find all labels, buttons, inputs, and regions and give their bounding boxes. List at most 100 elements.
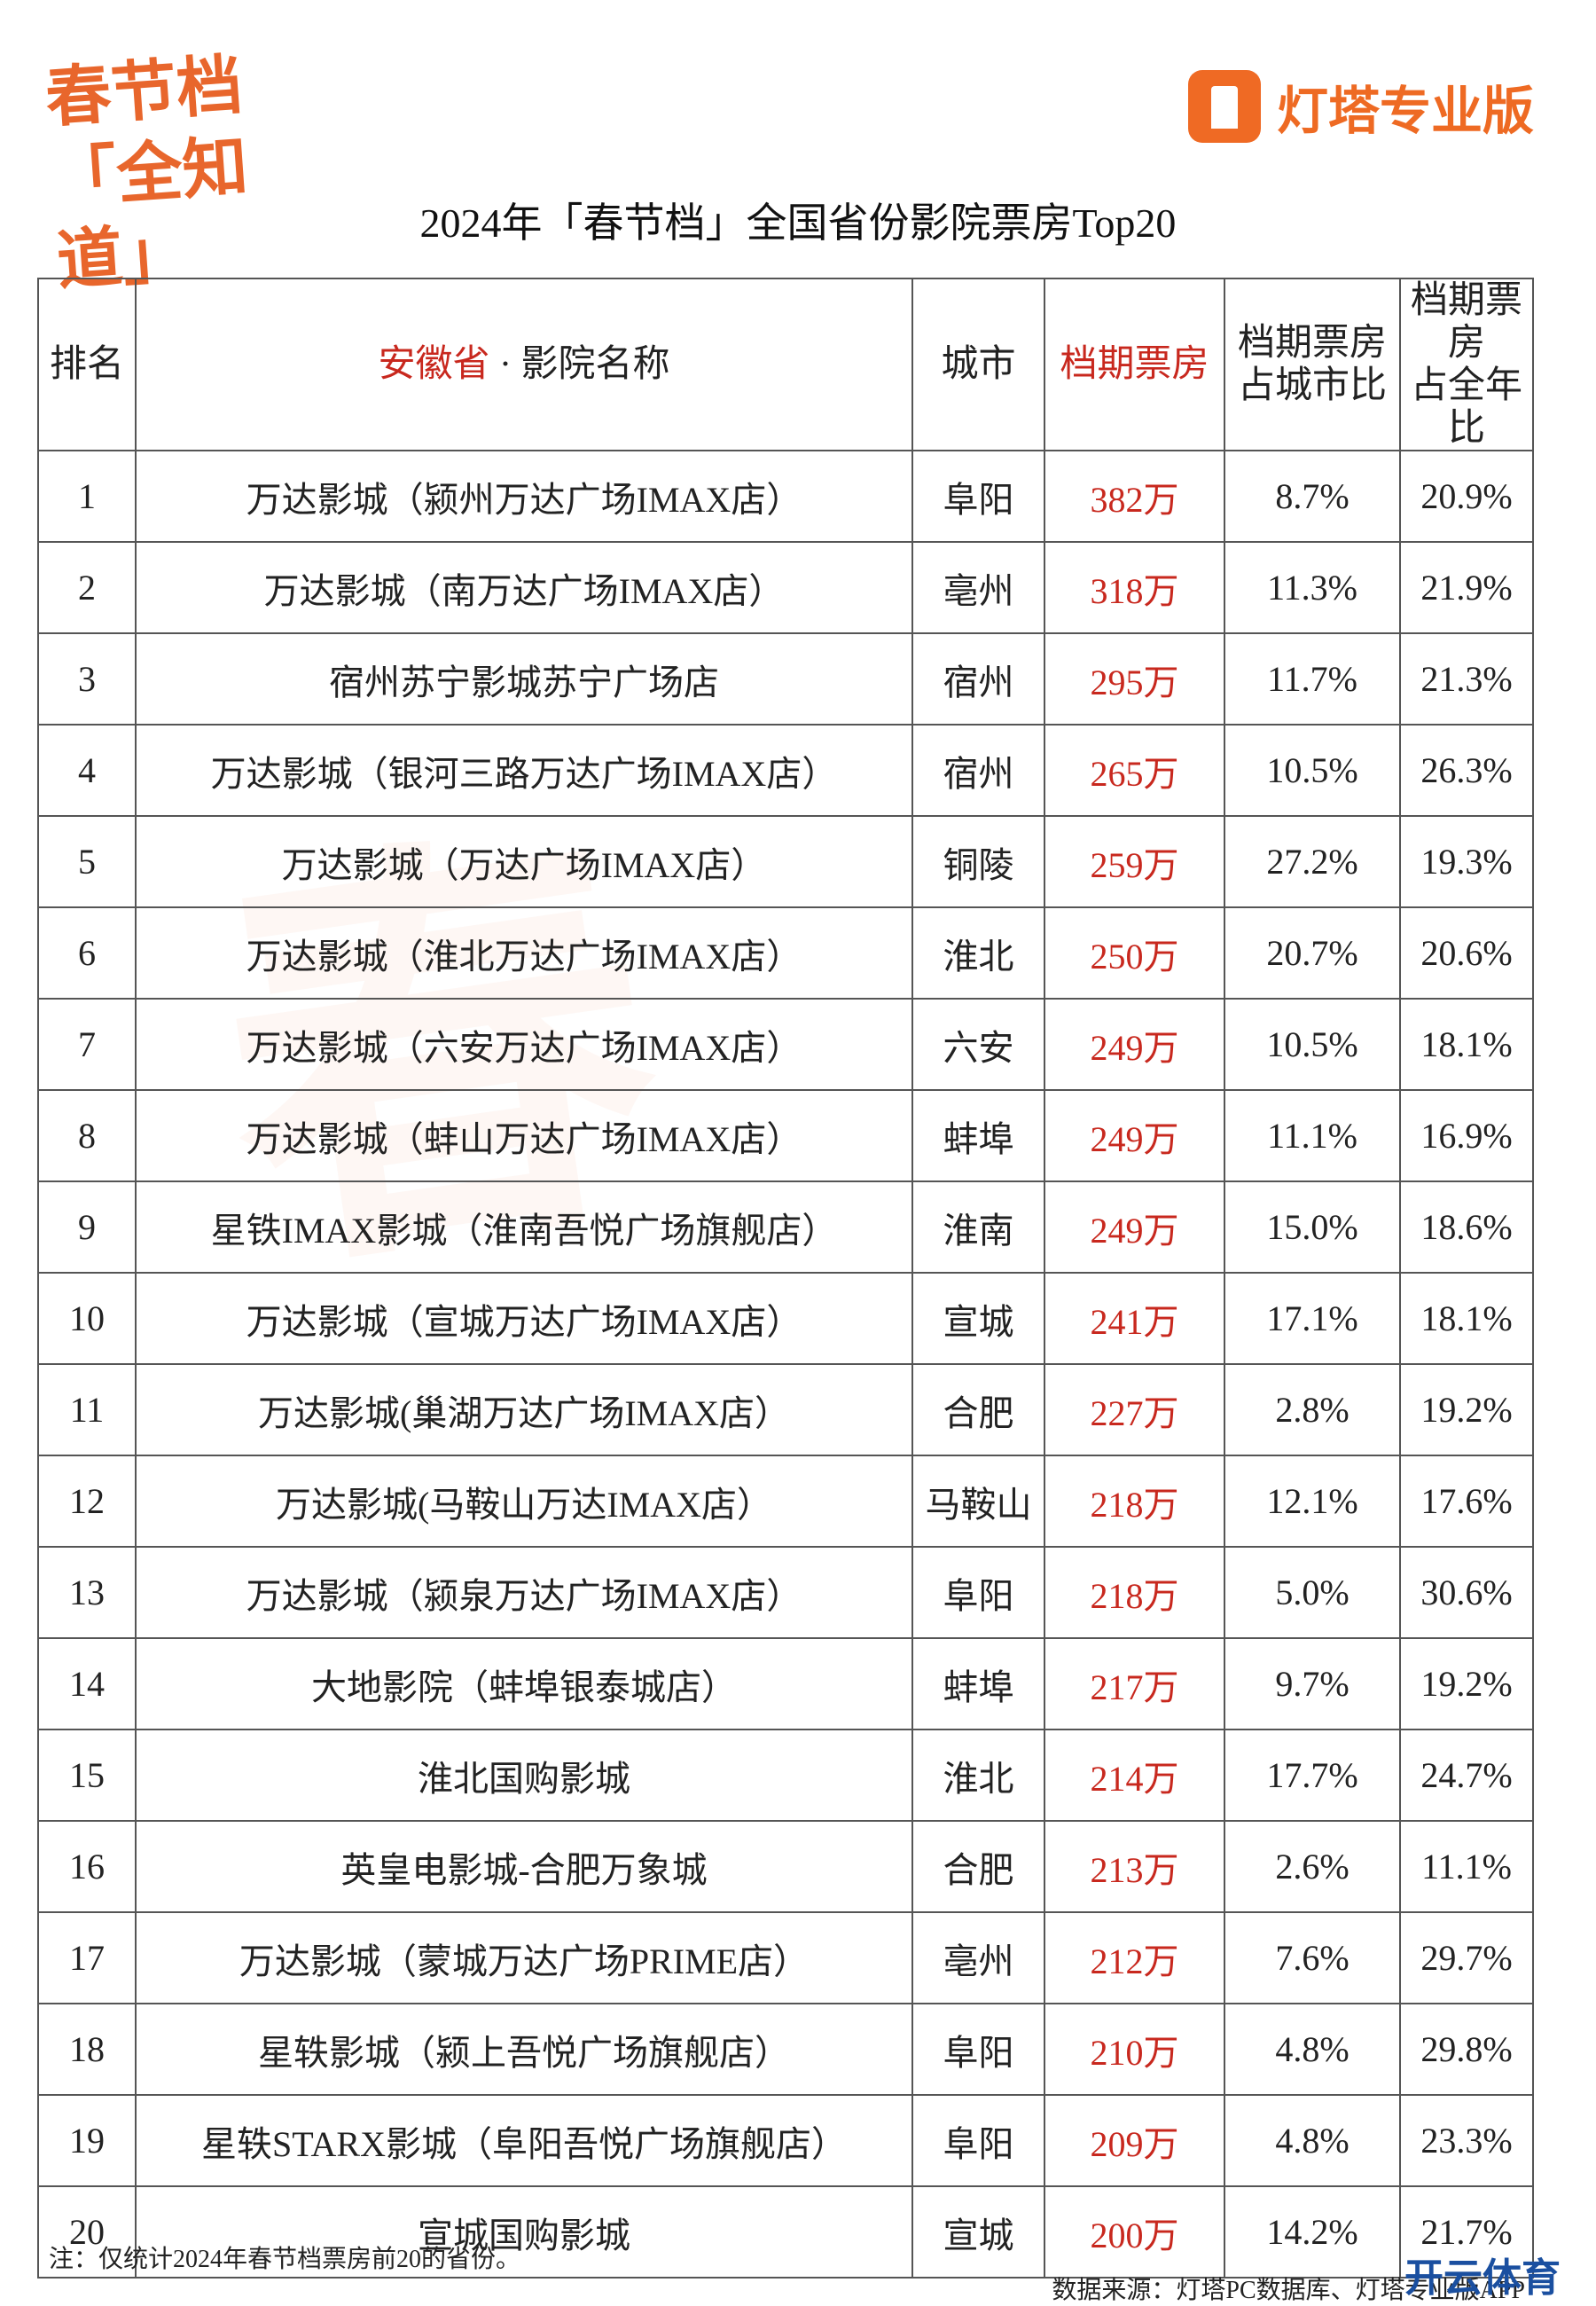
province: 安徽省 [378, 344, 490, 385]
box-office: 249万 [1044, 998, 1225, 1091]
city: 亳州 [911, 1911, 1045, 2004]
box-office: 214万 [1044, 1729, 1225, 1822]
year-share: 24.7% [1399, 1729, 1534, 1822]
city: 铜陵 [911, 815, 1045, 908]
cinema-name: 万达影城（六安万达广场IMAX店） [135, 998, 913, 1091]
city-share: 4.8% [1224, 2003, 1401, 2096]
cinema-name: 英皇电影城-合肥万象城 [135, 1820, 913, 1913]
city: 蚌埠 [911, 1637, 1045, 1730]
city: 阜阳 [911, 450, 1045, 543]
table-row: 15 淮北国购影城 淮北 214万 17.7% 24.7% [37, 1729, 1534, 1822]
box-office: 212万 [1044, 1911, 1225, 2004]
rank: 18 [37, 2003, 137, 2096]
city: 宣城 [911, 2185, 1045, 2279]
year-share: 11.1% [1399, 1820, 1534, 1913]
city-share: 14.2% [1224, 2185, 1401, 2279]
rank: 10 [37, 1272, 137, 1365]
box-office: 213万 [1044, 1820, 1225, 1913]
box-office: 318万 [1044, 541, 1225, 634]
header-cell: 安徽省 · 影院名称 [135, 278, 913, 451]
brand-icon [1187, 70, 1261, 143]
box-office: 218万 [1044, 1546, 1225, 1639]
box-office: 265万 [1044, 724, 1225, 817]
rank: 8 [37, 1089, 137, 1182]
cinema-name: 星轶影城（颍上吾悦广场旗舰店） [135, 2003, 913, 2096]
table-row: 4 万达影城（银河三路万达广场IMAX店） 宿州 265万 10.5% 26.3% [37, 724, 1534, 817]
box-office: 295万 [1044, 632, 1225, 726]
table-body: 1 万达影城（颍州万达广场IMAX店） 阜阳 382万 8.7% 20.9% 2 万达影城（南… [37, 450, 1534, 2279]
table-row: 7 万达影城（六安万达广场IMAX店） 六安 249万 10.5% 18.1% [37, 998, 1534, 1091]
note: 注：仅统计2024年春节档票房前20的省份。 [49, 2246, 521, 2273]
table-row: 20 宣城国购影城 宣城 200万 14.2% 21.7% [37, 2185, 1534, 2279]
header-row: 排名 安徽省 · 影院名称 城市 档期票房 档期票房 占城市比 档期票房 占全年比 [37, 278, 1534, 451]
city-share: 11.1% [1224, 1089, 1401, 1182]
brand: 灯塔专业版 [1187, 69, 1534, 144]
city: 淮南 [911, 1180, 1045, 1274]
header-cell: 城市 [911, 278, 1045, 451]
cinema-name: 宿州苏宁影城苏宁广场店 [135, 632, 913, 726]
rank: 17 [37, 1911, 137, 2004]
box-office: 382万 [1044, 450, 1225, 543]
year-share: 26.3% [1399, 724, 1534, 817]
city-share: 10.5% [1224, 998, 1401, 1091]
city-share: 8.7% [1224, 450, 1401, 543]
year-share: 19.3% [1399, 815, 1534, 908]
city: 六安 [911, 998, 1045, 1091]
city: 合肥 [911, 1820, 1045, 1913]
city-share: 27.2% [1224, 815, 1401, 908]
table-row: 13 万达影城（颍泉万达广场IMAX店） 阜阳 218万 5.0% 30.6% [37, 1546, 1534, 1639]
box-office: 249万 [1044, 1089, 1225, 1182]
year-share: 18.6% [1399, 1180, 1534, 1274]
table-row: 14 大地影院（蚌埠银泰城店） 蚌埠 217万 9.7% 19.2% [37, 1637, 1534, 1730]
cinema-name: 万达影城（南万达广场IMAX店） [135, 541, 913, 634]
brand-name: 灯塔专业版 [1276, 81, 1534, 141]
cinema-name: 万达影城(马鞍山万达IMAX店） [135, 1455, 913, 1548]
rank: 4 [37, 724, 137, 817]
rank: 11 [37, 1363, 137, 1456]
cinema-name: 万达影城（银河三路万达广场IMAX店） [135, 724, 913, 817]
city-share: 4.8% [1224, 2094, 1401, 2187]
header-line: 占城市比 [1237, 365, 1387, 406]
year-share: 19.2% [1399, 1637, 1534, 1730]
city: 马鞍山 [911, 1455, 1045, 1548]
city-share: 17.1% [1224, 1272, 1401, 1365]
rank: 19 [37, 2094, 137, 2187]
year-share: 30.6% [1399, 1546, 1534, 1639]
rank: 15 [37, 1729, 137, 1822]
box-office: 210万 [1044, 2003, 1225, 2096]
cinema-name: 淮北国购影城 [135, 1729, 913, 1822]
city: 宿州 [911, 632, 1045, 726]
year-share: 19.2% [1399, 1363, 1534, 1456]
city-share: 2.8% [1224, 1363, 1401, 1456]
city-share: 12.1% [1224, 1455, 1401, 1548]
table-row: 9 星铁IMAX影城（淮南吾悦广场旗舰店） 淮南 249万 15.0% 18.6% [37, 1180, 1534, 1274]
cinema-name: 星轶STARX影城（阜阳吾悦广场旗舰店） [135, 2094, 913, 2187]
box-office: 249万 [1044, 1180, 1225, 1274]
table-row: 2 万达影城（南万达广场IMAX店） 亳州 318万 11.3% 21.9% [37, 541, 1534, 634]
rank: 14 [37, 1637, 137, 1730]
rank: 5 [37, 815, 137, 908]
cinema-name: 宣城国购影城 [135, 2185, 913, 2279]
rank: 6 [37, 906, 137, 1000]
city: 宣城 [911, 1272, 1045, 1365]
year-share: 20.9% [1399, 450, 1534, 543]
city: 淮北 [911, 1729, 1045, 1822]
box-office: 250万 [1044, 906, 1225, 1000]
rank: 2 [37, 541, 137, 634]
year-share: 18.1% [1399, 998, 1534, 1091]
cinema-name: 万达影城（淮北万达广场IMAX店） [135, 906, 913, 1000]
city-share: 11.7% [1224, 632, 1401, 726]
cinema-name: 万达影城(巢湖万达广场IMAX店） [135, 1363, 913, 1456]
box-office: 218万 [1044, 1455, 1225, 1548]
table-header: 排名 安徽省 · 影院名称 城市 档期票房 档期票房 占城市比 档期票房 占全年比 [37, 278, 1534, 451]
table-row: 18 星轶影城（颍上吾悦广场旗舰店） 阜阳 210万 4.8% 29.8% [37, 2003, 1534, 2096]
header-cell: 档期票房 [1044, 278, 1225, 451]
table-row: 1 万达影城（颍州万达广场IMAX店） 阜阳 382万 8.7% 20.9% [37, 450, 1534, 543]
watermark: 开云体育 [1404, 2255, 1561, 2301]
box-office: 227万 [1044, 1363, 1225, 1456]
year-share: 21.7% [1399, 2185, 1534, 2279]
rank: 9 [37, 1180, 137, 1274]
year-share: 21.3% [1399, 632, 1534, 726]
table-row: 16 英皇电影城-合肥万象城 合肥 213万 2.6% 11.1% [37, 1820, 1534, 1913]
